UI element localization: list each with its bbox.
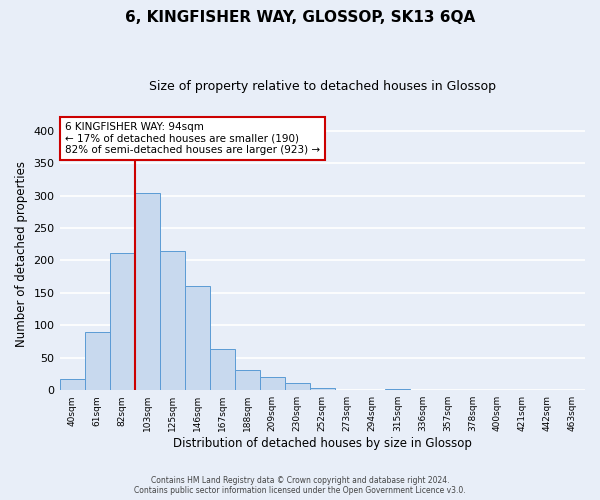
Y-axis label: Number of detached properties: Number of detached properties bbox=[15, 161, 28, 347]
X-axis label: Distribution of detached houses by size in Glossop: Distribution of detached houses by size … bbox=[173, 437, 472, 450]
Bar bbox=[110, 254, 134, 390]
Bar bbox=[285, 383, 310, 390]
Text: Contains HM Land Registry data © Crown copyright and database right 2024.
Contai: Contains HM Land Registry data © Crown c… bbox=[134, 476, 466, 495]
Bar bbox=[85, 332, 110, 390]
Bar bbox=[385, 389, 410, 390]
Bar bbox=[260, 377, 285, 390]
Text: 6, KINGFISHER WAY, GLOSSOP, SK13 6QA: 6, KINGFISHER WAY, GLOSSOP, SK13 6QA bbox=[125, 10, 475, 25]
Bar bbox=[185, 286, 209, 390]
Bar bbox=[235, 370, 260, 390]
Bar bbox=[59, 379, 85, 390]
Bar bbox=[134, 193, 160, 390]
Bar bbox=[310, 388, 335, 390]
Text: 6 KINGFISHER WAY: 94sqm
← 17% of detached houses are smaller (190)
82% of semi-d: 6 KINGFISHER WAY: 94sqm ← 17% of detache… bbox=[65, 122, 320, 155]
Bar bbox=[160, 252, 185, 390]
Title: Size of property relative to detached houses in Glossop: Size of property relative to detached ho… bbox=[149, 80, 496, 93]
Bar bbox=[209, 348, 235, 390]
